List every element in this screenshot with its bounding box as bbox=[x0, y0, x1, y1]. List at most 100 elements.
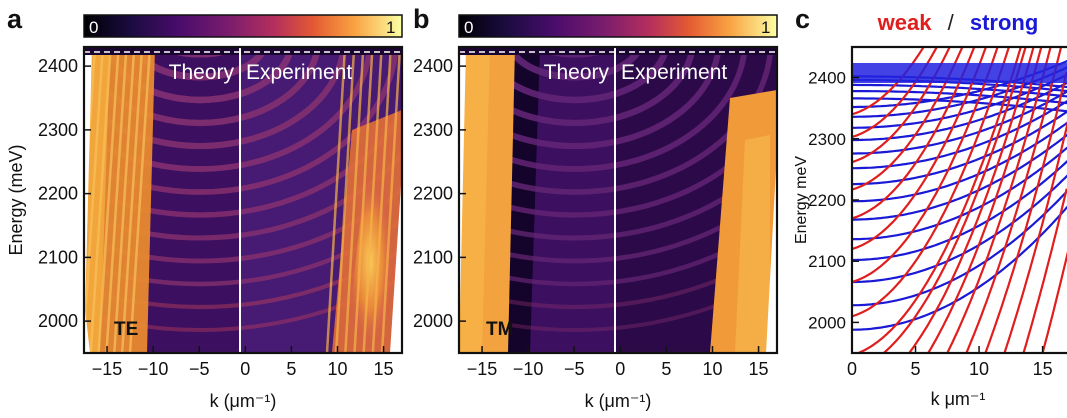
weak-curve bbox=[852, 47, 951, 164]
weak-curve bbox=[1022, 188, 1067, 353]
colorbar-a-max: 1 bbox=[386, 18, 395, 37]
fringe-ring bbox=[459, 275, 777, 332]
xtick-label: −5 bbox=[564, 359, 585, 379]
xtick-label: 15 bbox=[749, 359, 769, 379]
xtick-label: 10 bbox=[327, 359, 347, 379]
stripe bbox=[353, 47, 374, 353]
stripe bbox=[362, 47, 383, 353]
weak-curve bbox=[852, 47, 1011, 318]
fringe-ring bbox=[131, 47, 269, 81]
stripe bbox=[120, 47, 144, 353]
fringe-ring bbox=[84, 217, 402, 287]
panel-b: 0 1 Theory Experiment TM −15 −10 −5 0 5 10 15 2… bbox=[413, 14, 779, 411]
colorbar-b-max: 1 bbox=[761, 18, 770, 37]
fringe-ring bbox=[506, 47, 644, 81]
xtick-label: −5 bbox=[189, 359, 210, 379]
fringe-ring bbox=[459, 246, 777, 310]
stripe bbox=[105, 47, 128, 353]
stripe bbox=[380, 47, 402, 353]
xlabel-b: k (μm⁻¹) bbox=[585, 391, 652, 411]
panel-letter-c: c bbox=[795, 4, 810, 34]
axes-a: −15 −10 −5 0 5 10 15 2000 2100 2200 2300 2400 bbox=[38, 56, 394, 379]
ylabel-c: Energy meV bbox=[793, 156, 810, 244]
fringe-ring bbox=[480, 47, 670, 104]
weak-curve bbox=[927, 47, 1043, 353]
label-experiment-b: Experiment bbox=[621, 61, 727, 84]
ytick-label: 2100 bbox=[413, 247, 453, 267]
weak-curve bbox=[857, 47, 1022, 353]
fringe-ring bbox=[84, 275, 402, 332]
fringe-ring bbox=[84, 107, 402, 218]
weak-curve bbox=[965, 47, 1063, 353]
weak-curve bbox=[1041, 251, 1067, 353]
fringe-ring bbox=[84, 217, 402, 287]
fringe-ring bbox=[459, 47, 722, 149]
fringe-ring bbox=[459, 47, 748, 172]
fringe-ring bbox=[84, 246, 402, 310]
strong-curve bbox=[852, 189, 1067, 307]
experiment-rings-a bbox=[84, 47, 402, 287]
weak-curve bbox=[984, 71, 1067, 353]
ytick-label: 2100 bbox=[808, 252, 846, 271]
title-slash: / bbox=[948, 10, 955, 35]
label-theory-a: Theory bbox=[169, 61, 235, 84]
title-weak: weak bbox=[877, 10, 933, 35]
xlabel-c: k μm⁻¹ bbox=[931, 389, 986, 409]
title-strong: strong bbox=[970, 10, 1038, 35]
colorbar-b-min: 0 bbox=[464, 18, 473, 37]
stripe bbox=[97, 47, 120, 353]
xtick-label: −15 bbox=[92, 359, 123, 379]
axes-b: −15 −10 −5 0 5 10 15 2000 2100 2200 2300 2400 bbox=[413, 56, 769, 379]
stripe bbox=[84, 47, 105, 353]
xtick-label: 0 bbox=[240, 359, 250, 379]
xtick-label: 0 bbox=[615, 359, 625, 379]
ytick-label: 2300 bbox=[413, 120, 453, 140]
stripe bbox=[325, 47, 347, 353]
colorbar-a-min: 0 bbox=[89, 18, 98, 37]
ytick-label: 2100 bbox=[38, 247, 78, 267]
ytick-label: 2000 bbox=[38, 311, 78, 331]
weak-curve bbox=[852, 47, 964, 191]
fringe-ring bbox=[459, 217, 777, 287]
xtick-label: 10 bbox=[702, 359, 722, 379]
weak-curve bbox=[1003, 121, 1067, 353]
left-stripes-a bbox=[84, 47, 152, 353]
xtick-label: 5 bbox=[911, 359, 921, 379]
fringe-ring bbox=[459, 151, 777, 241]
ytick-label: 2000 bbox=[808, 313, 846, 332]
strong-curve bbox=[852, 83, 1067, 98]
xtick-label: −15 bbox=[467, 359, 498, 379]
strong-curve bbox=[852, 90, 1067, 155]
stripe bbox=[128, 47, 152, 353]
ytick-label: 2300 bbox=[38, 120, 78, 140]
panel-letter-b: b bbox=[413, 4, 430, 34]
xtick-label: 5 bbox=[661, 359, 671, 379]
xtick-label: 15 bbox=[1033, 359, 1053, 379]
ytick-label: 2200 bbox=[38, 184, 78, 204]
ylabel-a: Energy (meV) bbox=[6, 144, 26, 255]
xtick-label: −10 bbox=[513, 359, 544, 379]
fringe-ring bbox=[84, 47, 399, 195]
stripe bbox=[371, 47, 393, 353]
fringe-ring bbox=[459, 107, 777, 218]
fringe-ring bbox=[105, 47, 295, 104]
weak-curve bbox=[946, 47, 1052, 353]
ytick-label: 2400 bbox=[38, 56, 78, 76]
weak-curve bbox=[852, 47, 939, 139]
label-polarization-a: TE bbox=[114, 319, 138, 340]
fringe-ring bbox=[84, 186, 402, 264]
right-stripes-a bbox=[325, 47, 402, 353]
fringe-ring bbox=[459, 47, 696, 127]
xtick-label: 15 bbox=[374, 359, 394, 379]
fringe-ring bbox=[459, 186, 777, 264]
strong-curve bbox=[852, 205, 1067, 331]
ytick-label: 2200 bbox=[808, 191, 846, 210]
weak-curve bbox=[852, 47, 999, 284]
stripe bbox=[89, 47, 112, 353]
fringe-ring bbox=[459, 217, 777, 287]
strong-curve bbox=[852, 97, 1067, 113]
fringe-ring bbox=[84, 47, 373, 172]
fringe-ring bbox=[84, 47, 321, 127]
xtick-label: 0 bbox=[847, 359, 857, 379]
stripe bbox=[334, 47, 356, 353]
